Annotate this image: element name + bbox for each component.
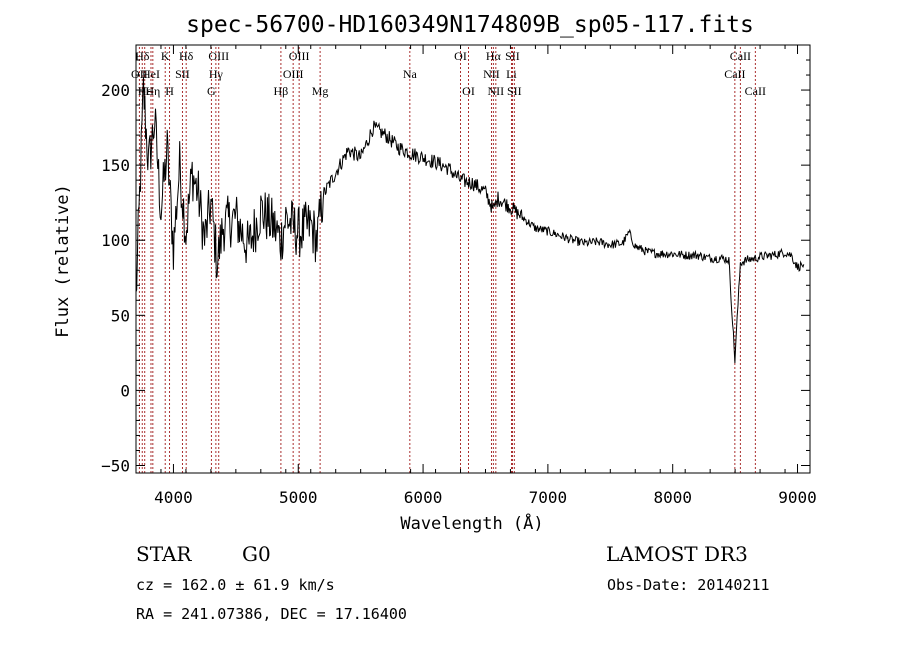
line-label-9: OIII	[208, 49, 229, 63]
x-tick-label-1: 5000	[279, 488, 318, 507]
y-tick-label-4: 150	[101, 156, 130, 175]
line-label-26: CaII	[724, 67, 745, 81]
line-label-18: OI	[462, 84, 475, 98]
y-axis-label: Flux (relative)	[53, 184, 73, 338]
line-label-17: OI	[454, 49, 467, 63]
line-label-20: NII	[483, 67, 500, 81]
line-label-7: SII	[175, 67, 190, 81]
line-label-19: Hα	[486, 49, 502, 63]
line-label-22: SII	[505, 49, 520, 63]
y-tick-label-1: 0	[120, 381, 130, 400]
line-label-14: OIII	[283, 67, 304, 81]
line-label-10: Hγ	[209, 67, 224, 81]
x-tick-label-2: 6000	[404, 488, 443, 507]
x-tick-label-3: 7000	[529, 488, 568, 507]
x-axis-label: Wavelength (Å)	[400, 512, 543, 534]
spectrum-series-0	[135, 77, 805, 364]
y-tick-label-2: 50	[111, 306, 130, 325]
survey-name: LAMOST DR3	[606, 542, 748, 566]
line-label-24: SII	[507, 84, 522, 98]
plot-frame	[135, 44, 811, 474]
line-label-3: K	[161, 49, 170, 63]
x-tick-label-0: 4000	[154, 488, 193, 507]
line-label-15: Mg	[312, 84, 329, 98]
line-label-25: CaII	[730, 49, 751, 63]
line-label-6: H	[165, 84, 174, 98]
coordinates: RA = 241.07386, DEC = 17.16400	[136, 605, 407, 623]
line-label-0: Hδ	[135, 49, 150, 63]
line-label-27: CaII	[745, 84, 766, 98]
line-label-5: Hη	[145, 84, 160, 98]
velocity-readout: cz = 162.0 ± 61.9 km/s	[136, 576, 335, 594]
line-label-2: Hε	[138, 84, 152, 98]
line-label-23: Li	[506, 67, 517, 81]
line-label-21: NII	[488, 84, 505, 98]
x-tick-label-5: 9000	[778, 488, 817, 507]
object-subclass: G0	[242, 542, 271, 566]
object-type: STAR	[136, 542, 192, 566]
y-tick-label-0: −50	[101, 456, 130, 475]
line-label-16: Na	[403, 67, 418, 81]
line-label-11: G	[207, 84, 216, 98]
y-tick-label-5: 200	[101, 81, 130, 100]
line-label-12: Hβ	[274, 84, 289, 98]
line-label-8: Hδ	[179, 49, 194, 63]
line-label-4: HeI	[142, 67, 160, 81]
y-tick-label-3: 100	[101, 231, 130, 250]
x-tick-label-4: 8000	[653, 488, 692, 507]
chart-title: spec-56700-HD160349N174809B_sp05-117.fit…	[186, 12, 754, 38]
line-label-13: OIII	[289, 49, 310, 63]
obs-date: Obs-Date: 20140211	[607, 576, 770, 594]
